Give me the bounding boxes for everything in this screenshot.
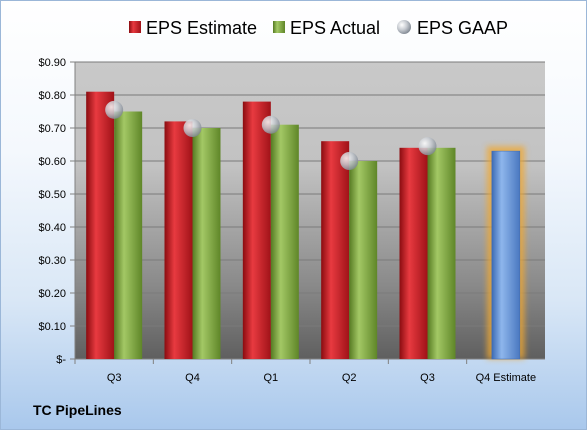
- bars: [86, 91, 525, 360]
- bar-eps-estimate: [321, 141, 350, 359]
- bar-eps-actual: [270, 124, 299, 359]
- y-tick-label: $0.60: [38, 156, 66, 168]
- legend-swatch-eps-estimate: [129, 21, 141, 33]
- y-tick-label: $0.30: [38, 255, 66, 267]
- bar-eps-estimate: [86, 91, 115, 359]
- bar-eps-estimate: [164, 121, 193, 360]
- legend-marker-eps-gaap: [397, 20, 411, 34]
- x-category-label: Q2: [342, 372, 357, 384]
- x-category-label: Q1: [263, 372, 278, 384]
- legend-label-eps-gaap: EPS GAAP: [417, 18, 508, 38]
- y-tick-label: $0.10: [38, 321, 66, 333]
- legend-swatch-eps-actual: [273, 21, 285, 33]
- bar-q4-estimate: [491, 150, 521, 360]
- marker-eps-gaap: [183, 119, 202, 137]
- axes: $0.90 $0.80 $0.70 $0.60 $0.50 $0.40 $0.30 $0.20…: [38, 57, 545, 384]
- plot-area: [75, 62, 545, 359]
- y-tick-label: $-: [56, 354, 66, 366]
- x-category-label: Q3: [107, 372, 122, 384]
- legend-label-eps-actual: EPS Actual: [290, 18, 380, 38]
- legend-label-eps-estimate: EPS Estimate: [146, 18, 257, 38]
- bar-eps-estimate: [399, 147, 428, 359]
- marker-eps-gaap: [105, 100, 124, 119]
- company-name: TC PipeLines: [33, 402, 122, 418]
- y-tick-label: $0.40: [38, 222, 66, 234]
- marker-eps-gaap: [261, 115, 280, 134]
- x-category-label: Q4: [185, 372, 200, 384]
- y-tick-label: $0.20: [38, 288, 66, 300]
- y-tick-label: $0.70: [38, 123, 66, 135]
- y-tick-label: $0.50: [38, 189, 66, 201]
- bar-eps-actual: [349, 161, 378, 359]
- legend: EPS Estimate EPS Actual EPS GAAP: [129, 18, 508, 38]
- y-tick-label: $0.90: [38, 57, 66, 69]
- y-tick-label: $0.80: [38, 90, 66, 102]
- bar-eps-actual: [114, 111, 143, 359]
- gridlines: [75, 61, 545, 327]
- bar-eps-actual: [427, 147, 456, 359]
- bar-eps-estimate: [242, 101, 271, 359]
- bar-eps-actual: [192, 128, 221, 359]
- marker-eps-gaap: [418, 137, 437, 156]
- gaap-markers: [105, 100, 437, 170]
- marker-eps-gaap: [340, 152, 359, 170]
- x-category-label: Q3: [420, 372, 435, 384]
- x-category-label: Q4 Estimate: [476, 372, 537, 384]
